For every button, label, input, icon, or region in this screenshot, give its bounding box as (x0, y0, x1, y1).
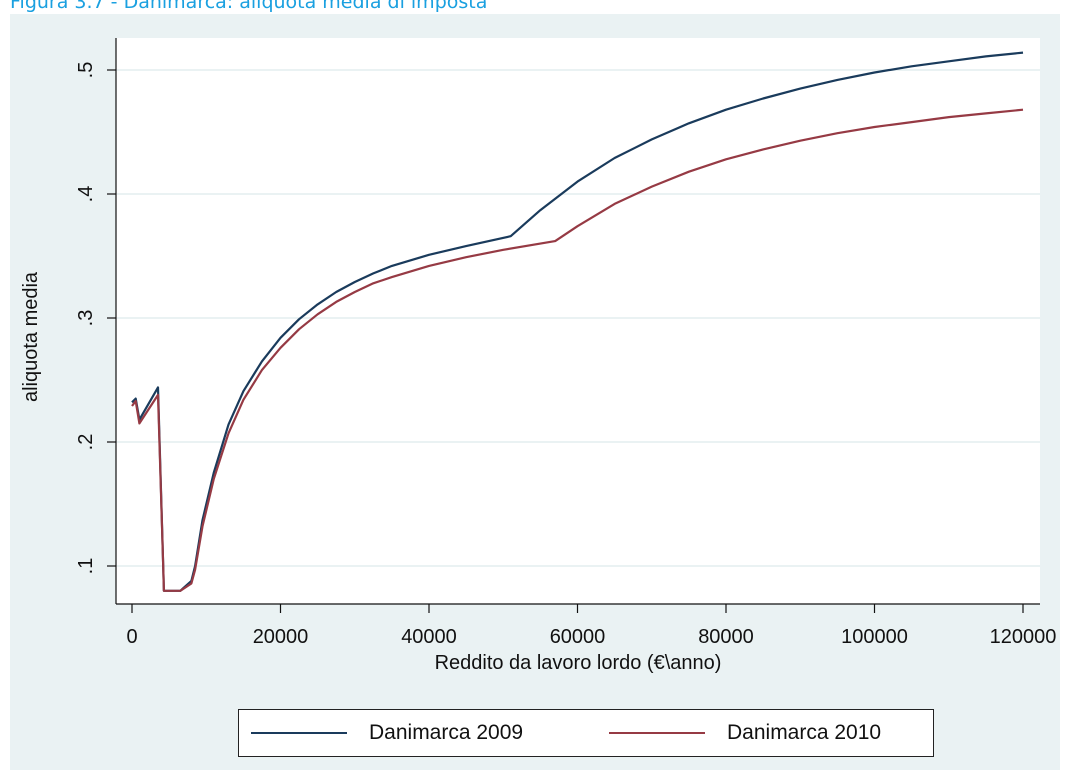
y-tick-label: .3 (75, 310, 97, 327)
y-axis-label: aliquota media (20, 271, 42, 402)
y-axis-ticks: .1 .2 .3 .4 .5 (75, 62, 116, 575)
figure-caption: Figura 3.7 - Danimarca: aliquota media d… (10, 0, 488, 13)
x-tick-label: 80000 (698, 626, 754, 648)
gridlines (116, 69, 1040, 567)
legend-item-2009: Danimarca 2009 (251, 710, 523, 756)
x-tick-label: 100000 (841, 626, 908, 648)
legend: Danimarca 2009 Danimarca 2010 (238, 709, 934, 757)
x-axis-ticks: 0 20000 40000 60000 80000 100000 120000 (126, 604, 1056, 648)
chart-container: .1 .2 .3 .4 .5 0 20000 40000 60000 80000 100000 12… (10, 14, 1060, 770)
x-tick-label: 120000 (990, 626, 1057, 648)
legend-swatch-2009 (251, 732, 347, 734)
series-line-2010 (131, 108, 1024, 592)
line-chart: .1 .2 .3 .4 .5 0 20000 40000 60000 80000 100000 12… (20, 38, 1056, 674)
legend-label-2009: Danimarca 2009 (369, 721, 524, 744)
x-axis-label: Reddito da lavoro lordo (€\anno) (435, 652, 722, 674)
plot-area (116, 38, 1040, 604)
y-tick-label: .5 (75, 62, 97, 79)
legend-swatch-2010 (609, 732, 705, 734)
x-tick-label: 0 (126, 626, 137, 648)
y-tick-label: .1 (75, 558, 97, 575)
y-tick-label: .4 (75, 186, 97, 203)
legend-item-2010: Danimarca 2010 (609, 710, 881, 756)
x-tick-label: 40000 (401, 626, 457, 648)
x-tick-label: 20000 (253, 626, 309, 648)
series-lines (131, 51, 1024, 592)
legend-label-2010: Danimarca 2010 (727, 721, 882, 744)
y-tick-label: .2 (75, 434, 97, 451)
x-tick-label: 60000 (550, 626, 606, 648)
